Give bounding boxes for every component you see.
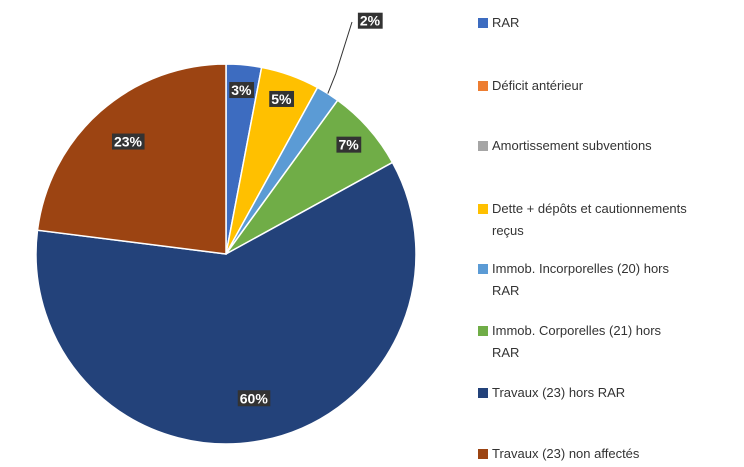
pie-slice: [36, 63, 227, 255]
legend-swatch: [478, 449, 488, 459]
legend-label: Déficit antérieur: [492, 78, 584, 93]
data-label: 7%: [338, 137, 359, 153]
legend-swatch: [478, 81, 488, 91]
data-label: 60%: [240, 390, 269, 406]
legend-label: Dette + dépôts et cautionnements reçus: [492, 201, 687, 238]
legend-swatch: [478, 388, 488, 398]
legend-label: Immob. Incorporelles (20) hors RAR: [492, 261, 670, 298]
legend-swatch: [478, 326, 488, 336]
legend-item: Travaux (23) non affectés: [478, 443, 728, 465]
legend-item: Travaux (23) hors RAR: [478, 382, 728, 404]
data-label: 2%: [360, 13, 381, 29]
legend-swatch: [478, 141, 488, 151]
data-label-bg: [357, 12, 383, 29]
legend-item: RAR: [478, 12, 728, 34]
legend-swatch: [478, 18, 488, 28]
data-label-bg: [229, 82, 255, 99]
legend-label: Immob. Corporelles (21) hors RAR: [492, 323, 662, 360]
legend-label: Amortissement subventions: [492, 138, 652, 153]
data-label-bg: [111, 133, 145, 150]
legend-swatch: [478, 204, 488, 214]
legend-swatch: [478, 264, 488, 274]
legend-label: Travaux (23) hors RAR: [492, 385, 626, 400]
legend-label: RAR: [492, 15, 520, 30]
leader-line: [327, 21, 353, 94]
data-label: 5%: [271, 91, 292, 107]
data-label-bg: [336, 136, 362, 153]
data-label-bg: [237, 390, 271, 407]
data-label: 3%: [231, 82, 252, 98]
legend-item: Amortissement subventions: [478, 135, 728, 157]
legend-label: Travaux (23) non affectés: [492, 446, 640, 461]
data-label-bg: [269, 90, 295, 107]
pie-area: 3% 5% 2% 7% 60% 23%: [35, 12, 417, 445]
legend-item: Déficit antérieur: [478, 75, 728, 97]
legend-item: Dette + dépôts et cautionnements reçus: [478, 198, 728, 242]
legend-item: Immob. Incorporelles (20) hors RAR: [478, 258, 728, 302]
legend-item: Immob. Corporelles (21) hors RAR: [478, 320, 728, 364]
data-label: 23%: [114, 134, 143, 150]
pie-slice: [35, 161, 417, 445]
